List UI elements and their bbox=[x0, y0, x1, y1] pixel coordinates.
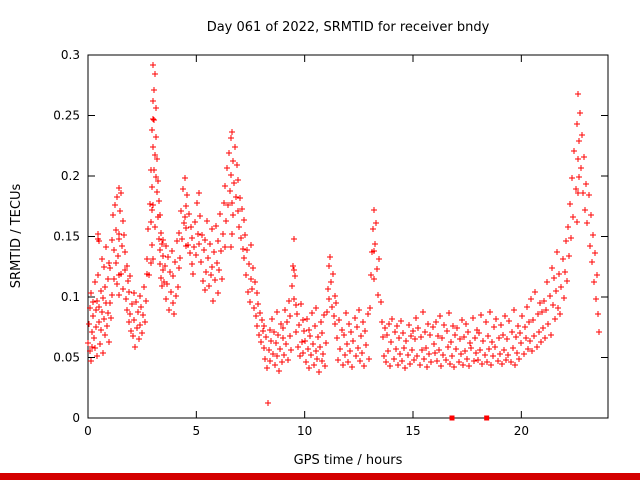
gap-square-marker bbox=[449, 415, 455, 421]
y-tick-label: 0.3 bbox=[61, 48, 80, 62]
x-tick-label: 5 bbox=[193, 424, 201, 438]
y-tick-label: 0.2 bbox=[61, 169, 80, 183]
axis-ticks bbox=[87, 54, 608, 419]
y-tick-label: 0.15 bbox=[53, 230, 80, 244]
x-tick-label: 20 bbox=[514, 424, 529, 438]
scatter-points bbox=[85, 62, 602, 421]
scatter-plus-markers bbox=[85, 62, 602, 406]
x-tick-label: 0 bbox=[84, 424, 92, 438]
x-tick-label: 10 bbox=[297, 424, 312, 438]
axis-tick-labels: 0 5 10 15 20 0 0.05 0.1 0.15 0.2 0.25 0.3 bbox=[53, 48, 529, 438]
y-tick-label: 0 bbox=[72, 411, 80, 425]
y-tick-label: 0.05 bbox=[53, 351, 80, 365]
chart-title: Day 061 of 2022, SRMTID for receiver bnd… bbox=[207, 20, 490, 35]
x-axis-label: GPS time / hours bbox=[294, 453, 403, 468]
y-axis-label: SRMTID / TECUs bbox=[9, 184, 24, 289]
gap-square-marker bbox=[484, 415, 490, 421]
y-tick-label: 0.25 bbox=[53, 109, 80, 123]
x-tick-label: 15 bbox=[405, 424, 420, 438]
coverage-bar bbox=[0, 473, 640, 480]
y-tick-label: 0.1 bbox=[61, 290, 80, 304]
